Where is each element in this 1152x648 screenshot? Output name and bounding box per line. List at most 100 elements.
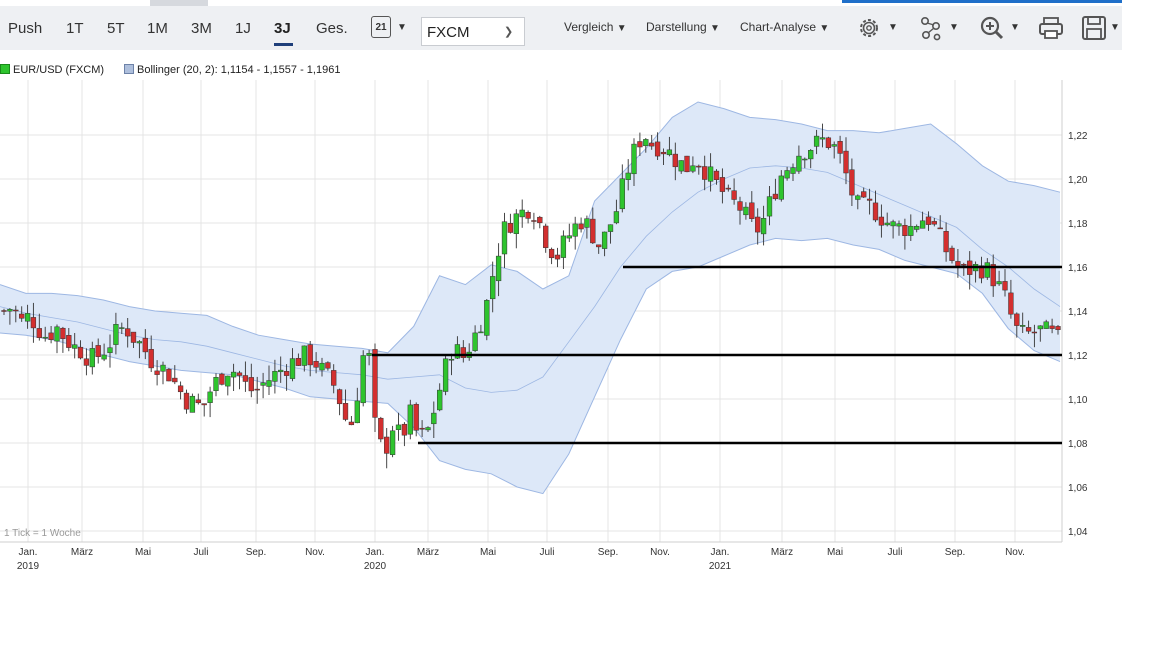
candle-body xyxy=(395,424,402,430)
tick-footnote: 1 Tick = 1 Woche xyxy=(4,528,81,539)
candle xyxy=(177,381,184,400)
candle xyxy=(1031,324,1038,348)
candle xyxy=(24,304,31,329)
candle-body xyxy=(961,264,967,266)
candle-body xyxy=(914,226,920,230)
settings-dropdown-icon[interactable]: ▼ xyxy=(888,22,898,33)
darstellung-menu[interactable]: Darstellung ▼ xyxy=(646,20,720,34)
candle xyxy=(625,159,631,191)
candle-body xyxy=(507,223,514,233)
indicator-icon[interactable] xyxy=(916,13,946,43)
candle xyxy=(154,360,160,386)
range-3j-button[interactable]: 3J xyxy=(274,20,291,37)
x-tick-label: Mai xyxy=(480,547,496,558)
candle-body xyxy=(749,202,755,219)
candle xyxy=(513,209,519,249)
candle-body xyxy=(490,276,496,300)
candle-body xyxy=(295,358,302,366)
candle xyxy=(813,129,820,155)
candle-body xyxy=(772,193,779,200)
candle-body xyxy=(36,328,42,338)
range-5t-button[interactable]: 5T xyxy=(107,20,125,37)
candle xyxy=(984,258,990,280)
instrument-select[interactable]: FXCM ❯ xyxy=(421,17,525,46)
candle-body xyxy=(189,395,196,413)
save-icon[interactable] xyxy=(1079,13,1109,43)
candle-body xyxy=(313,361,319,368)
range-3m-button[interactable]: 3M xyxy=(191,20,212,37)
calendar-icon[interactable]: 21 xyxy=(371,16,391,38)
zoom-dropdown-icon[interactable]: ▼ xyxy=(1010,22,1020,33)
bollinger-band-fill xyxy=(0,102,1060,494)
candle-body xyxy=(672,153,678,168)
candle xyxy=(42,326,48,342)
range-1t-button[interactable]: 1T xyxy=(66,20,84,37)
candle-body xyxy=(1002,281,1008,291)
candle xyxy=(778,170,784,202)
candle xyxy=(413,402,419,437)
candle xyxy=(755,208,761,245)
x-tick-label: Nov. xyxy=(1005,547,1025,558)
candle-body xyxy=(24,313,31,322)
candle-body xyxy=(183,392,190,410)
candle-body xyxy=(819,137,826,140)
caret-down-icon: ▼ xyxy=(616,23,627,34)
candle xyxy=(802,157,808,169)
candle-body xyxy=(195,399,201,404)
save-dropdown-icon[interactable]: ▼ xyxy=(1110,22,1120,33)
candle-body xyxy=(254,388,260,391)
candle xyxy=(861,187,867,198)
candle xyxy=(784,166,790,181)
candle xyxy=(60,326,66,353)
range-push-button[interactable]: Push xyxy=(8,20,43,37)
candle xyxy=(937,215,943,230)
candle-body xyxy=(213,377,219,391)
candle-body xyxy=(766,196,773,217)
candle xyxy=(431,401,437,438)
candle xyxy=(148,335,154,372)
zoom-icon[interactable] xyxy=(977,13,1007,43)
calendar-dropdown-icon[interactable]: ▼ xyxy=(397,22,407,33)
candle xyxy=(596,244,602,254)
candle xyxy=(908,214,914,241)
candle xyxy=(172,365,178,385)
settings-icon[interactable] xyxy=(855,13,885,43)
candle-body xyxy=(760,218,767,235)
candle xyxy=(678,160,684,174)
candle xyxy=(749,191,755,222)
candlesticks xyxy=(1,123,1061,469)
candle-body xyxy=(413,404,419,431)
candle-body xyxy=(66,335,72,348)
candle xyxy=(560,230,567,269)
range-ges-button[interactable]: Ges. xyxy=(316,20,348,37)
candle xyxy=(83,348,90,376)
indicator-dropdown-icon[interactable]: ▼ xyxy=(949,22,959,33)
candle-body xyxy=(389,430,396,455)
range-1m-button[interactable]: 1M xyxy=(147,20,168,37)
candle xyxy=(578,217,584,233)
print-icon[interactable] xyxy=(1036,13,1066,43)
candle-body xyxy=(431,412,437,425)
candle-body xyxy=(707,166,714,182)
range-1j-button[interactable]: 1J xyxy=(235,20,251,37)
candle xyxy=(660,148,667,165)
candle-body xyxy=(690,165,696,172)
candle-body xyxy=(225,375,231,387)
candle xyxy=(1049,318,1055,334)
candle-body xyxy=(702,166,708,180)
candle-body xyxy=(272,371,278,382)
candle-body xyxy=(325,362,331,369)
candle-body xyxy=(890,221,896,227)
candle-body xyxy=(537,216,543,224)
candle xyxy=(448,353,455,376)
candle xyxy=(336,388,343,416)
candle xyxy=(266,365,272,395)
candle-body xyxy=(307,344,313,366)
candle xyxy=(389,425,396,458)
candle-body xyxy=(378,417,384,440)
candle xyxy=(737,196,743,225)
candle xyxy=(949,245,955,264)
vergleich-menu[interactable]: Vergleich ▼ xyxy=(564,20,627,34)
chart-analyse-menu[interactable]: Chart-Analyse ▼ xyxy=(740,20,829,34)
candle-body xyxy=(42,336,48,339)
